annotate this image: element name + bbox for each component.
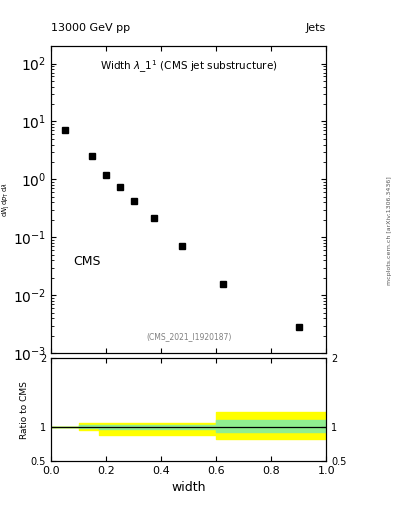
Text: 13000 GeV pp: 13000 GeV pp xyxy=(51,23,130,33)
Text: (CMS_2021_I1920187): (CMS_2021_I1920187) xyxy=(146,332,231,341)
Text: mcplots.cern.ch [arXiv:1306.3436]: mcplots.cern.ch [arXiv:1306.3436] xyxy=(387,176,392,285)
Text: CMS: CMS xyxy=(73,255,101,268)
Text: Jets: Jets xyxy=(306,23,326,33)
X-axis label: width: width xyxy=(171,481,206,494)
Y-axis label: Ratio to CMS: Ratio to CMS xyxy=(20,380,29,439)
Text: Width $\lambda\_1^1$ (CMS jet substructure): Width $\lambda\_1^1$ (CMS jet substructu… xyxy=(100,58,277,75)
Y-axis label: $\frac{1}{\mathrm{d}N_\mathrm{J}}\frac{\mathrm{d}^2N}{\mathrm{d}p_\mathrm{T}\,\m: $\frac{1}{\mathrm{d}N_\mathrm{J}}\frac{\… xyxy=(0,182,11,218)
